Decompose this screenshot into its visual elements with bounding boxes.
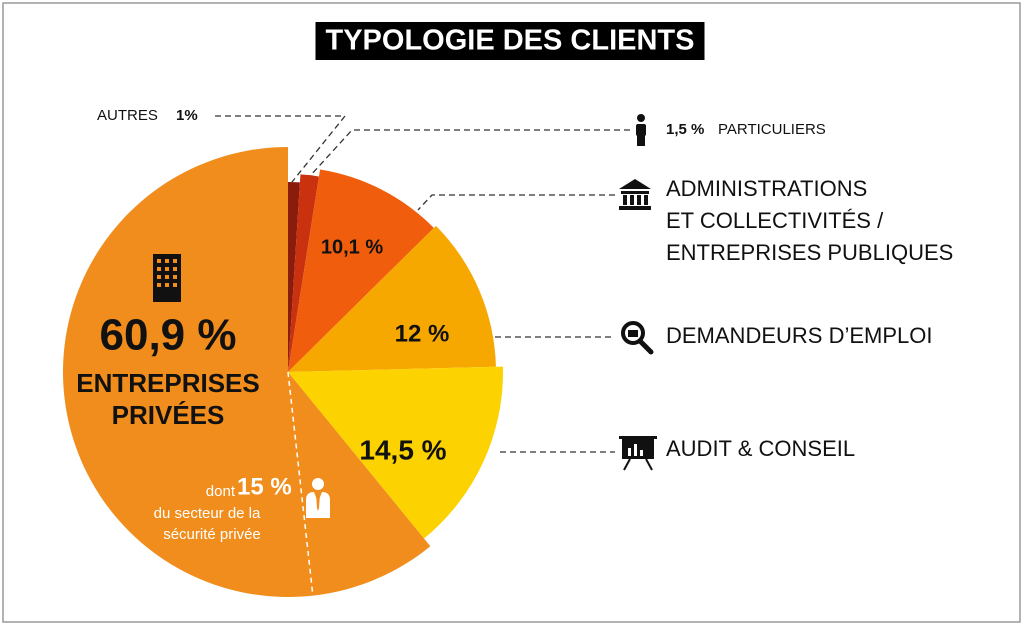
value-label: 10,1 %: [321, 236, 383, 258]
note-divider: [287, 371, 314, 596]
person-icon: [636, 114, 646, 146]
note-prefix: dont: [206, 483, 236, 500]
note-value: 15 %: [237, 473, 292, 500]
leader-line: [215, 115, 347, 183]
leader-line: [309, 129, 630, 177]
leader-line: [417, 194, 615, 211]
chart-title: TYPOLOGIE DES CLIENTS: [326, 25, 695, 57]
category-label: ET COLLECTIVITÉS /: [666, 208, 884, 233]
value-label: 1%: [176, 107, 198, 124]
title-background: [315, 22, 705, 60]
pie-slice: [288, 366, 503, 539]
search-icon: [621, 321, 654, 355]
building-icon: [153, 254, 181, 302]
inner-labels: 10,1 % 12 % 14,5 % 60,9 % ENTREPRISES PR…: [76, 236, 449, 543]
pie-slice: [288, 225, 496, 372]
pie-slice: [288, 169, 434, 372]
businessman-icon: [306, 478, 330, 518]
category-label: DEMANDEURS D’EMPLOI: [666, 323, 932, 348]
value-label: 60,9 %: [100, 311, 237, 360]
category-label: AUTRES: [97, 107, 158, 124]
category-label: ENTREPRISES PUBLIQUES: [666, 240, 953, 265]
note-text: du secteur de la: [154, 505, 261, 522]
board-icon: [619, 436, 657, 471]
note-text: sécurité privée: [163, 526, 261, 543]
pie-slice: [288, 182, 300, 372]
pie: [62, 147, 503, 597]
bank-icon: [619, 179, 651, 210]
category-label: PARTICULIERS: [718, 121, 826, 138]
value-label: 12 %: [395, 320, 450, 347]
category-label: PRIVÉES: [112, 400, 225, 430]
category-label: ADMINISTRATIONS: [666, 176, 867, 201]
value-label: 14,5 %: [359, 434, 446, 465]
value-label: 1,5 %: [666, 121, 704, 138]
category-label: AUDIT & CONSEIL: [666, 436, 855, 461]
pie-slice: [288, 174, 319, 372]
category-label: ENTREPRISES: [76, 368, 260, 398]
